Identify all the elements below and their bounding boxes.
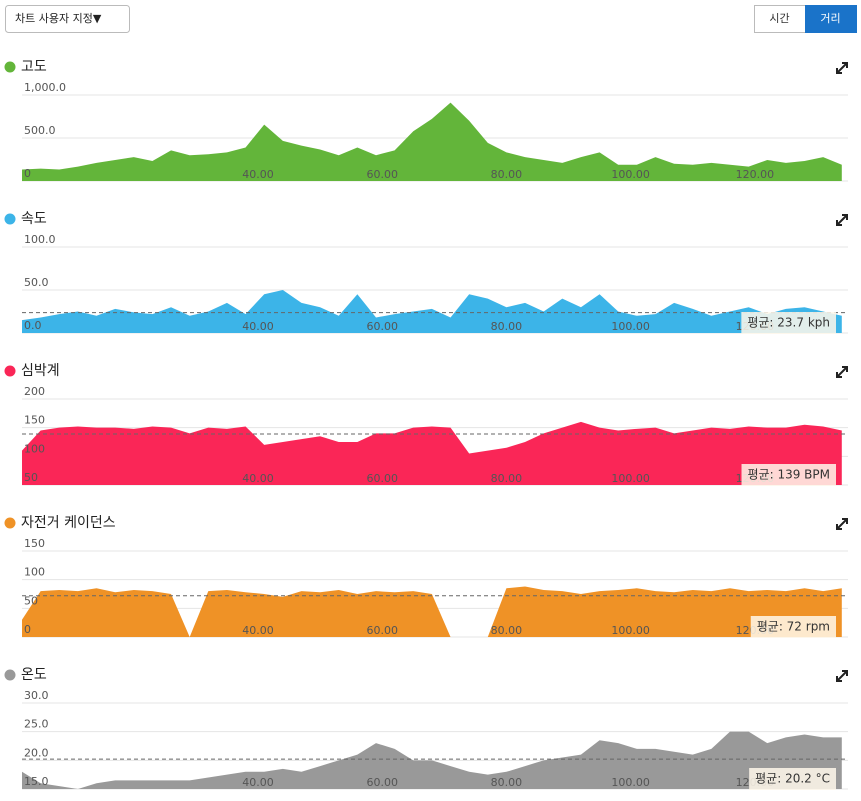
y-tick-label: 150 [24,414,45,427]
legend-dot [4,669,16,681]
y-tick-label: 1,000.0 [24,81,66,94]
x-tick-label: 80.00 [491,320,523,333]
x-tick-label: 80.00 [491,776,523,789]
expand-icon[interactable] [836,670,848,682]
toggle-label: 시간 [769,12,789,25]
x-tick-label: 60.00 [366,168,398,181]
toggle-button[interactable] [805,5,857,33]
chart-title: 속도 [21,211,47,227]
x-tick-label: 80.00 [491,624,523,637]
area [22,102,842,181]
area [22,731,842,789]
toggle-label: 거리 [820,12,840,25]
expand-icon[interactable] [836,518,848,530]
y-tick-label: 200 [24,385,45,398]
x-tick-label: 100.00 [611,320,650,333]
average-label: 평균: 72 rpm [757,620,830,634]
x-tick-label: 60.00 [366,472,398,485]
y-tick-label: 25.0 [24,718,49,731]
y-tick-label: 20.0 [24,746,49,759]
dropdown-label: 차트 사용자 지정▼ [15,12,102,25]
average-label: 평균: 139 BPM [748,468,830,482]
x-tick-label: 100.00 [611,168,650,181]
legend-dot [4,213,16,225]
y-tick-label: 0 [24,167,31,180]
y-tick-label: 50.0 [24,276,49,289]
x-tick-label: 100.00 [611,624,650,637]
x-tick-label: 100.00 [611,776,650,789]
average-label: 평균: 23.7 kph [747,316,830,330]
area [22,586,842,637]
y-tick-label: 100 [24,442,45,455]
expand-icon[interactable] [836,366,848,378]
x-tick-label: 100.00 [611,472,650,485]
x-tick-label: 40.00 [242,168,274,181]
y-tick-label: 50 [24,471,38,484]
chart-title: 자전거 케이던스 [21,515,116,531]
x-tick-label: 80.00 [491,472,523,485]
y-tick-label: 150 [24,537,45,550]
y-tick-label: 500.0 [24,124,56,137]
average-label-box [741,464,836,486]
legend-dot [4,517,16,529]
chart-title: 고도 [21,59,47,75]
x-tick-label: 40.00 [242,320,274,333]
legend-dot [4,365,16,377]
x-tick-label: 40.00 [242,624,274,637]
legend-dot [4,61,16,73]
x-tick-label: 40.00 [242,776,274,789]
average-label-box [749,768,836,790]
area [22,421,842,485]
y-tick-label: 50 [24,594,38,607]
average-label: 평균: 20.2 °C [755,772,830,786]
y-tick-label: 15.0 [24,775,49,788]
expand-icon[interactable] [836,62,848,74]
y-tick-label: 30.0 [24,689,49,702]
y-tick-label: 0.0 [24,319,42,332]
y-tick-label: 100 [24,566,45,579]
y-tick-label: 0 [24,623,31,636]
x-tick-label: 40.00 [242,472,274,485]
x-tick-label: 60.00 [366,320,398,333]
chart-title: 온도 [21,667,47,683]
average-label-box [750,616,836,638]
toggle-button[interactable] [754,5,806,33]
x-tick-label: 60.00 [366,776,398,789]
dropdown-button[interactable] [5,5,130,33]
x-tick-label: 60.00 [366,624,398,637]
y-tick-label: 100.0 [24,233,56,246]
x-tick-label: 120.00 [736,168,775,181]
x-tick-label: 80.00 [491,168,523,181]
chart-title: 심박계 [21,363,60,379]
area [22,290,842,333]
expand-icon[interactable] [836,214,848,226]
average-label-box [741,312,836,334]
